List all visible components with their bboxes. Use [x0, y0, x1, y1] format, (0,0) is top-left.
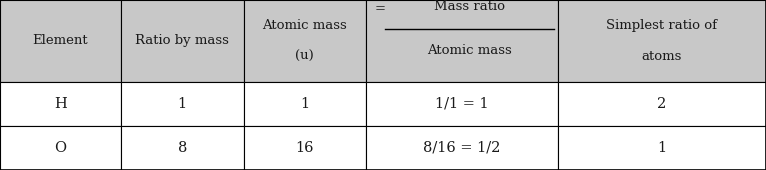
Text: =: = — [375, 2, 385, 15]
Bar — [366, 0, 558, 82]
Text: 1/1 = 1: 1/1 = 1 — [435, 97, 489, 111]
Bar — [0, 0, 121, 82]
Text: H: H — [54, 97, 67, 111]
Text: 1: 1 — [657, 141, 666, 155]
Text: 1: 1 — [178, 97, 187, 111]
Bar — [558, 0, 766, 82]
Bar — [558, 126, 766, 170]
Text: O: O — [54, 141, 67, 155]
Bar — [244, 126, 366, 170]
Text: Atomic mass: Atomic mass — [427, 45, 512, 57]
Bar — [121, 126, 244, 170]
Bar — [121, 82, 244, 126]
Bar — [0, 126, 121, 170]
Text: Mass ratio: Mass ratio — [434, 0, 505, 13]
Bar — [0, 82, 121, 126]
Bar — [121, 0, 244, 82]
Text: Simplest ratio of: Simplest ratio of — [607, 19, 717, 32]
Text: 1: 1 — [300, 97, 309, 111]
Text: 8/16 = 1/2: 8/16 = 1/2 — [423, 141, 501, 155]
Text: (u): (u) — [296, 50, 314, 63]
Text: 16: 16 — [296, 141, 314, 155]
Bar — [244, 0, 366, 82]
Bar — [558, 82, 766, 126]
Text: 2: 2 — [657, 97, 666, 111]
Text: Element: Element — [33, 34, 88, 47]
Text: 8: 8 — [178, 141, 187, 155]
Text: atoms: atoms — [642, 50, 682, 63]
Bar — [366, 82, 558, 126]
Text: Atomic mass: Atomic mass — [263, 19, 347, 32]
Bar — [366, 126, 558, 170]
Text: Ratio by mass: Ratio by mass — [136, 34, 229, 47]
Bar — [244, 82, 366, 126]
